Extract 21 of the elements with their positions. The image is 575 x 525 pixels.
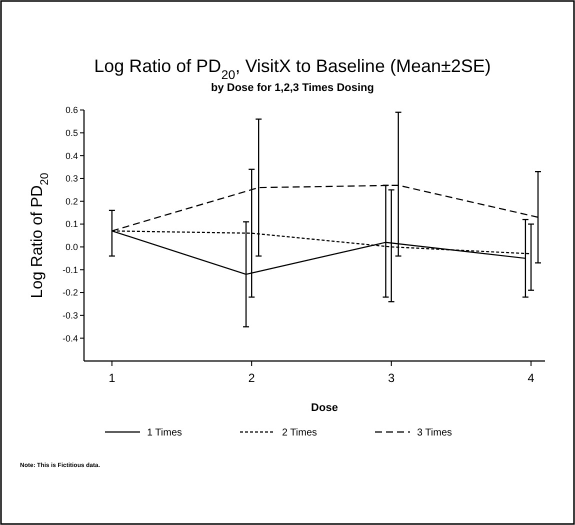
legend-label: 2 Times	[282, 428, 318, 438]
y-tick-label: 0.4	[65, 150, 78, 161]
x-axis-title: Dose	[311, 402, 338, 414]
chart-title: Log Ratio of PD$_{20}$, VisitX to Baseline (Mean±2SE)	[94, 56, 491, 82]
chart-subtitle: by Dose for 1,2,3 Times Dosing	[210, 82, 374, 94]
x-tick-label: 4	[528, 371, 535, 385]
legend-label: 1 Times	[147, 428, 182, 438]
y-tick-label: -0.1	[62, 264, 78, 275]
x-tick-label: 1	[108, 371, 116, 385]
y-tick-label: -0.2	[62, 288, 78, 298]
legend-label: 3 Times	[417, 428, 452, 438]
y-tick-label: 0.2	[65, 196, 78, 206]
y-tick-label: 0.5	[65, 128, 78, 138]
y-tick-label: 0.6	[65, 105, 78, 116]
y-tick-label: 0.3	[65, 174, 78, 184]
y-tick-label: -0.3	[62, 310, 78, 321]
x-tick-label: 3	[388, 371, 395, 385]
y-tick-label: 0.1	[65, 219, 78, 230]
x-tick-label: 2	[248, 371, 256, 385]
y-tick-label: -0.4	[62, 333, 78, 344]
y-tick-label: 0.0	[65, 242, 78, 252]
